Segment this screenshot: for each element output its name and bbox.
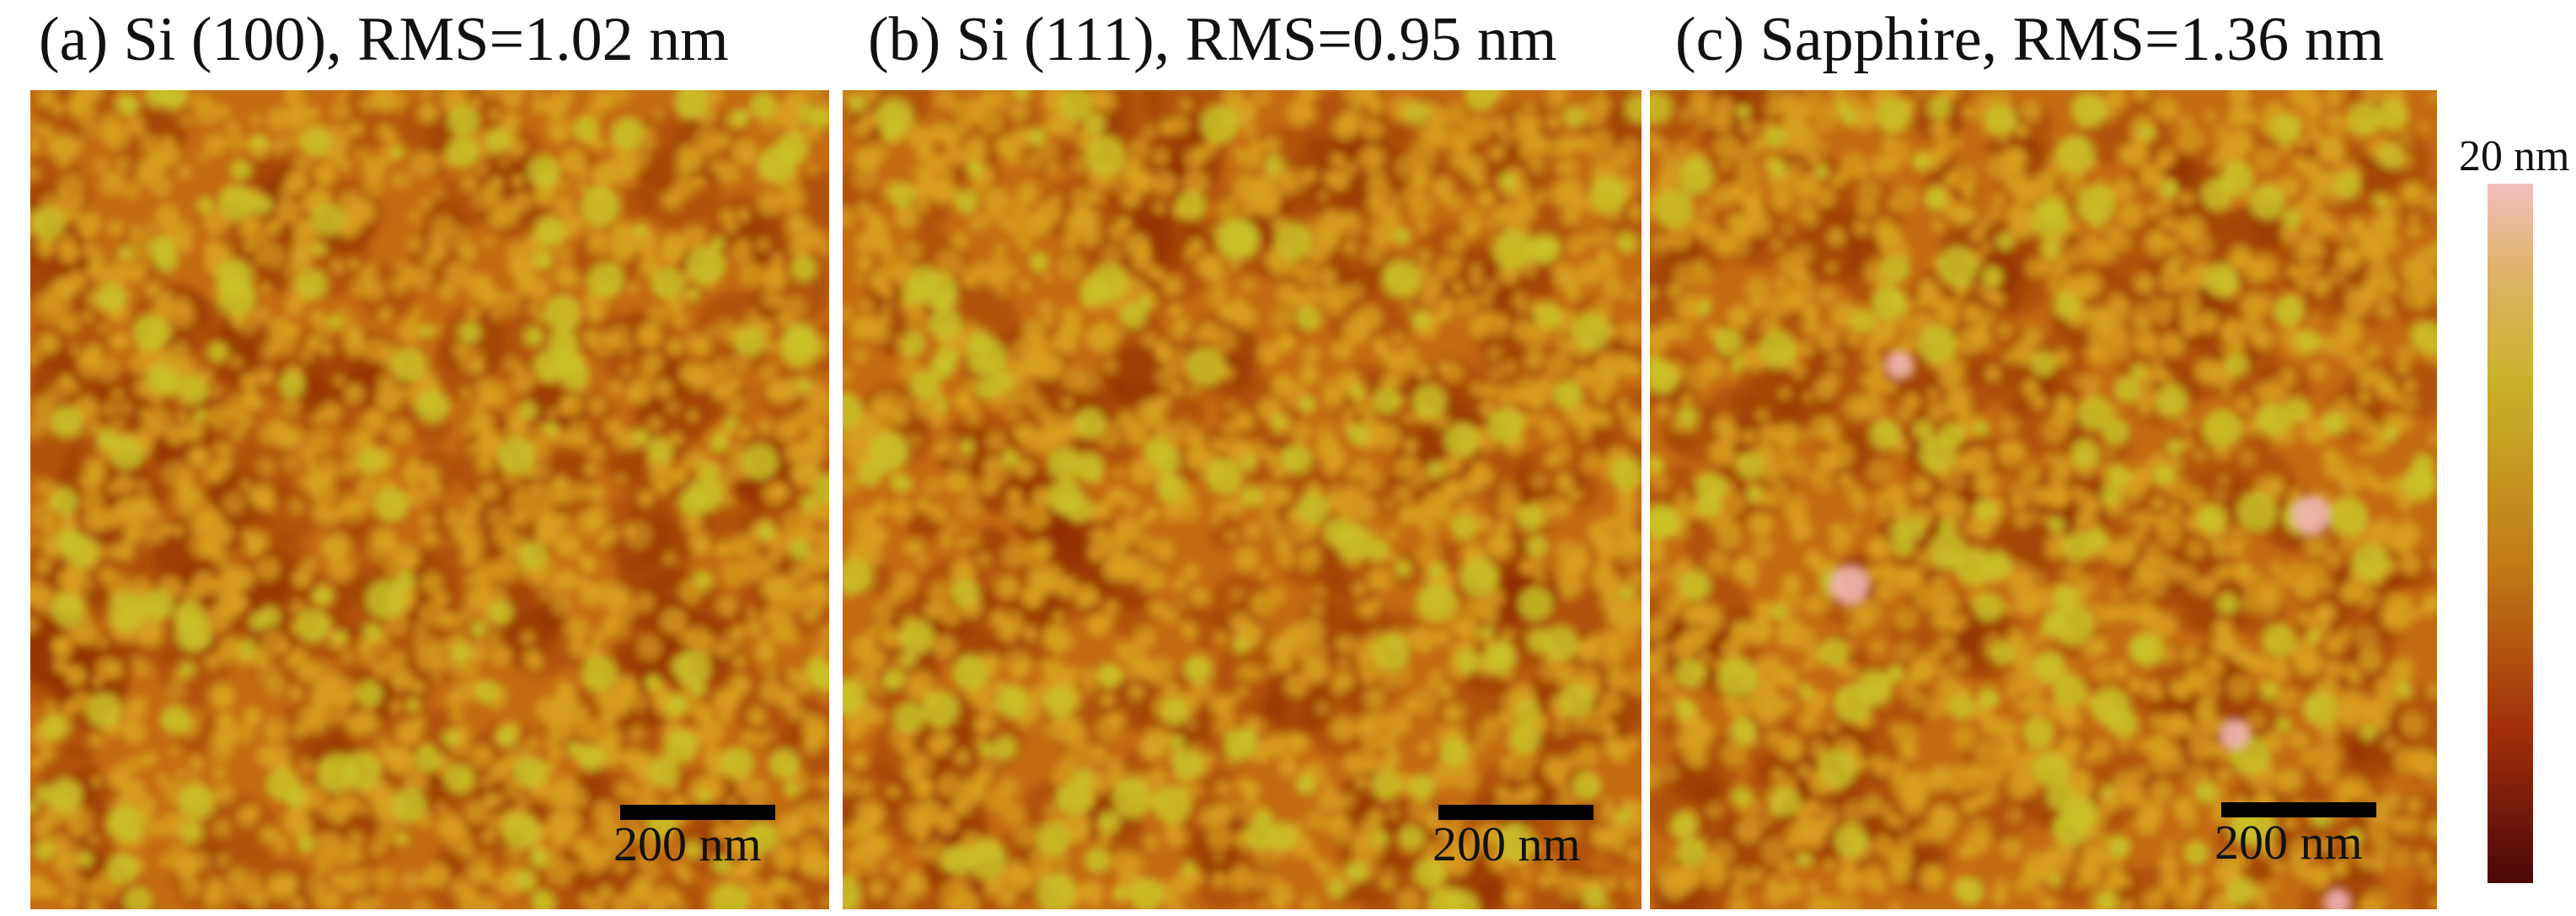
panel-title-a: (a) Si (100), RMS=1.02 nm (39, 5, 729, 74)
afm-image-si100 (30, 90, 829, 909)
scale-label-a: 200 nm (613, 817, 762, 871)
colorbar-max-label: 20 nm (2459, 132, 2570, 180)
afm-image-si111 (843, 90, 1641, 909)
scale-bar-c (2221, 802, 2376, 817)
panel-title-c: (c) Sapphire, RMS=1.36 nm (1675, 5, 2385, 74)
scale-label-c: 200 nm (2215, 815, 2363, 870)
scale-bar-a (620, 805, 775, 820)
height-colorbar (2488, 184, 2533, 883)
panel-title-b: (b) Si (111), RMS=0.95 nm (868, 5, 1557, 74)
scale-label-b: 200 nm (1433, 817, 1581, 871)
scale-bar-b (1438, 805, 1593, 820)
afm-image-sapphire (1650, 90, 2437, 909)
